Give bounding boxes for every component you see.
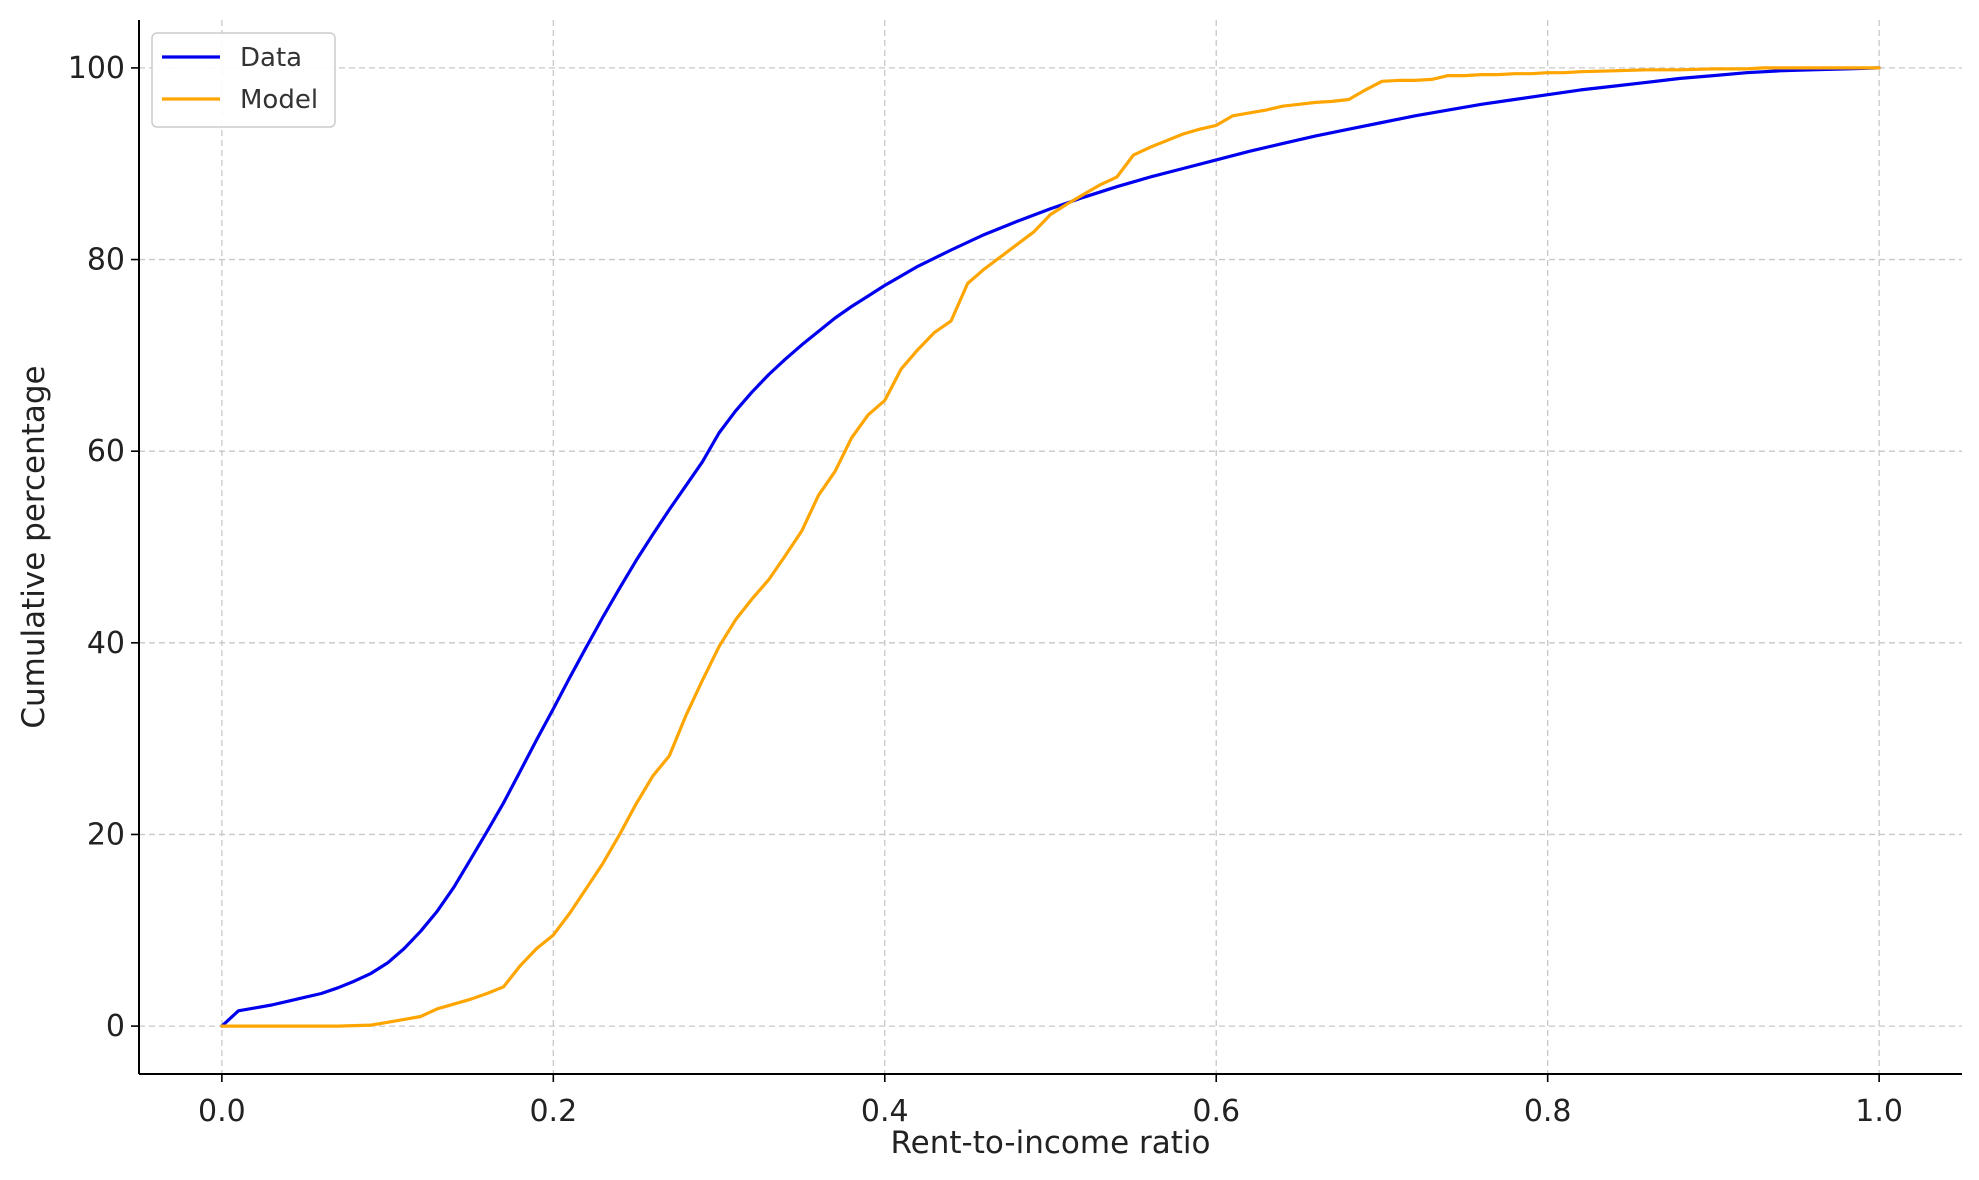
legend-label-model: Model [240, 85, 318, 115]
grid-lines [139, 20, 1962, 1074]
x-tick-label: 0.8 [1524, 1094, 1572, 1129]
x-tick-label: 0.2 [529, 1094, 577, 1129]
series-lines [220, 66, 1881, 1028]
y-tick-label: 60 [87, 434, 125, 469]
x-tick-label: 0.0 [198, 1094, 246, 1129]
y-tick-label: 20 [87, 817, 125, 852]
y-tick-label: 0 [106, 1009, 125, 1044]
y-tick-label: 100 [68, 51, 125, 86]
legend: Data Model [151, 32, 336, 128]
x-tick-label: 0.6 [1192, 1094, 1240, 1129]
series-line-data [220, 66, 1881, 1028]
y-tick-label: 80 [87, 243, 125, 278]
x-tick-label: 1.0 [1855, 1094, 1903, 1129]
x-tick-label: 0.4 [861, 1094, 909, 1129]
tick-labels: 0.0 0.2 0.4 0.6 0.8 1.0 0 20 40 60 80 100 [68, 51, 1903, 1129]
legend-label-data: Data [240, 43, 302, 73]
axes [131, 20, 1962, 1082]
x-axis-label: Rent-to-income ratio [891, 1125, 1211, 1161]
y-tick-label: 40 [87, 626, 125, 661]
series-line-model [220, 66, 1881, 1028]
y-axis-label: Cumulative percentage [16, 365, 52, 728]
